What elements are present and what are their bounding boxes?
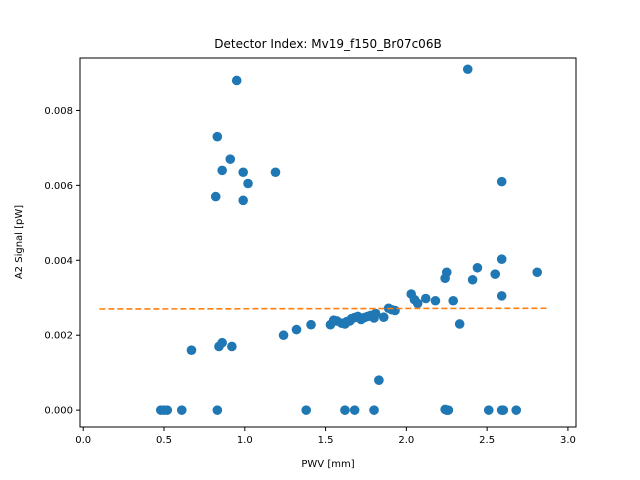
data-point <box>370 308 381 319</box>
x-tick-label: 0.0 <box>75 435 91 446</box>
data-point <box>498 405 509 415</box>
y-tick-label: 0.006 <box>44 181 73 192</box>
data-point <box>238 167 248 178</box>
data-point <box>349 405 360 415</box>
data-point <box>306 319 316 330</box>
data-point <box>496 176 507 187</box>
data-point <box>176 405 187 415</box>
data-point <box>340 405 350 415</box>
data-point <box>378 312 389 323</box>
data-point <box>278 330 289 341</box>
x-tick-label: 0.5 <box>156 435 172 446</box>
data-point <box>301 405 311 415</box>
data-point <box>454 319 465 329</box>
y-tick-label: 0.008 <box>44 106 73 117</box>
x-axis-ticks: 0.0 0.5 1.0 1.5 2.0 2.5 3.0 <box>75 427 576 446</box>
data-point <box>467 274 478 285</box>
axes-frame <box>79 57 577 428</box>
data-point <box>390 305 400 316</box>
data-point <box>430 295 441 306</box>
x-tick-label: 1.5 <box>318 435 334 446</box>
data-point <box>210 191 221 202</box>
data-point <box>532 267 543 278</box>
data-point <box>225 154 236 164</box>
x-tick-label: 2.5 <box>479 435 495 446</box>
data-point <box>472 262 483 273</box>
y-tick-label: 0.002 <box>44 331 73 342</box>
y-axis-label: A2 Signal [pW] <box>14 205 25 279</box>
y-tick-label: 0.000 <box>44 406 73 417</box>
x-tick-label: 2.0 <box>398 435 414 446</box>
x-tick-label: 3.0 <box>560 435 576 446</box>
data-point <box>374 375 384 385</box>
data-point <box>231 75 242 86</box>
data-point <box>511 405 522 415</box>
data-point <box>420 293 431 304</box>
y-tick-label: 0.004 <box>44 256 73 267</box>
chart-title: Detector Index: Mv19_f150_Br07c06B <box>214 37 441 51</box>
data-point <box>496 254 507 264</box>
data-point <box>496 291 507 301</box>
data-point <box>270 167 281 178</box>
fit-line <box>99 307 549 310</box>
data-point <box>369 405 379 415</box>
data-point <box>212 405 223 415</box>
data-point <box>462 64 473 75</box>
y-axis-ticks: 0.000 0.002 0.004 0.006 0.008 <box>44 106 80 417</box>
data-point <box>448 295 459 306</box>
data-point <box>227 341 237 352</box>
data-point <box>162 405 173 415</box>
data-point <box>217 165 227 176</box>
data-point <box>443 405 454 415</box>
data-point <box>186 345 197 356</box>
data-point <box>238 195 248 206</box>
data-point <box>441 267 452 278</box>
x-axis-label: PWV [mm] <box>301 459 354 470</box>
x-tick-label: 1.0 <box>237 435 253 446</box>
data-point <box>412 298 423 309</box>
data-point <box>217 337 227 348</box>
data-point <box>212 131 223 142</box>
data-point <box>291 324 302 335</box>
plot-area <box>99 64 549 415</box>
data-point <box>243 178 253 189</box>
data-point <box>490 269 501 279</box>
data-point <box>483 405 494 415</box>
